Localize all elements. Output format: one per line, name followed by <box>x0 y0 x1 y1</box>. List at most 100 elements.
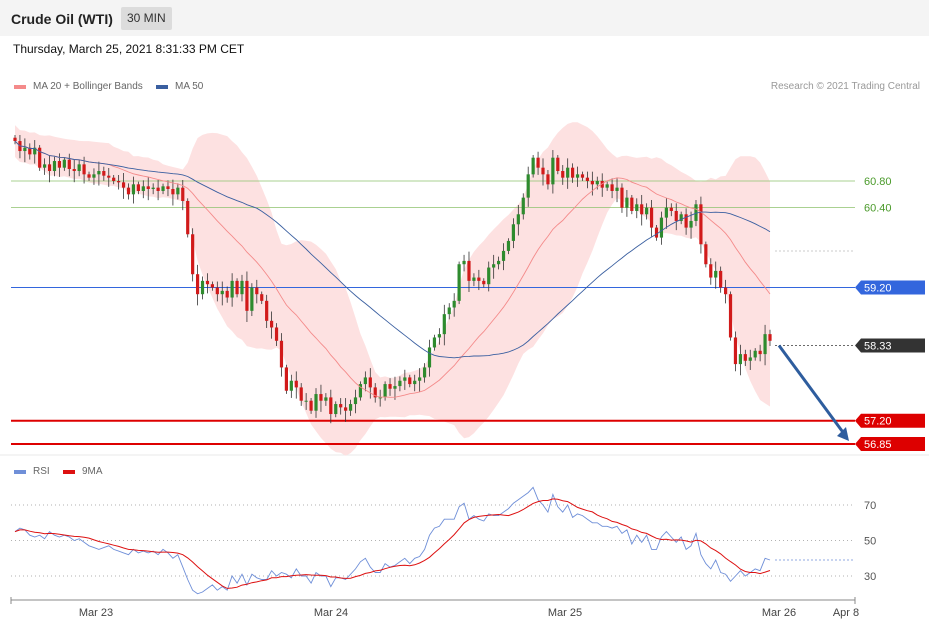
candle-body <box>649 207 654 228</box>
candle-body <box>501 250 506 261</box>
candle-body <box>339 404 343 408</box>
legend-rsi-label: RSI <box>33 466 50 477</box>
candle-body <box>640 204 644 215</box>
forecast-arrow <box>777 344 849 441</box>
level-tag-59.20 <box>855 280 925 295</box>
candle-body <box>748 357 752 361</box>
candle-body <box>654 227 659 238</box>
candle-body <box>615 187 619 191</box>
candle-body <box>112 177 116 181</box>
candle-body <box>97 171 101 175</box>
candle-body <box>373 387 377 398</box>
candle-body <box>156 187 160 191</box>
x-tick-label: Mar 24 <box>314 607 348 619</box>
candle-body <box>131 184 136 195</box>
candle-body <box>477 277 481 281</box>
candle-body <box>580 174 585 178</box>
rsi-tick-30: 30 <box>864 571 876 583</box>
candle-body <box>398 380 402 387</box>
legend-ma50: MA 50 <box>156 81 203 92</box>
candle-body <box>289 380 293 391</box>
candle-body <box>67 159 71 170</box>
candle-body <box>195 274 200 295</box>
candle-body <box>571 167 575 178</box>
candle-body <box>151 187 155 189</box>
candle-body <box>689 220 693 228</box>
candle-body <box>733 337 738 365</box>
candle-body <box>33 147 37 155</box>
legend-ma20: MA 20 + Bollinger Bands <box>14 81 143 92</box>
candle-body <box>358 384 363 398</box>
candle-body <box>704 244 708 265</box>
rsi-tick-50: 50 <box>864 536 876 548</box>
rsi-swatch <box>14 469 26 474</box>
candle-body <box>753 350 757 358</box>
candle-body <box>309 400 313 411</box>
candle-body <box>590 181 594 185</box>
forecast-arrow-head <box>837 427 849 441</box>
candle-body <box>452 300 456 308</box>
rsi-panel: 30 50 70 <box>11 486 876 595</box>
candle-body <box>610 184 614 191</box>
candle-body <box>265 300 269 321</box>
candle-body <box>694 204 698 221</box>
candle-body <box>344 407 348 411</box>
candle-body <box>240 280 244 295</box>
legend-9ma-label: 9MA <box>82 466 103 477</box>
candle-body <box>585 177 590 181</box>
rsi-tick-70: 70 <box>864 500 876 512</box>
candle-body <box>161 186 165 191</box>
candle-body <box>472 277 476 281</box>
candle-body <box>368 377 372 388</box>
candle-body <box>422 367 427 378</box>
candle-body <box>245 280 249 311</box>
header-bar: Crude Oil (WTI) 30 MIN <box>0 0 929 36</box>
candle-body <box>393 386 397 389</box>
candle-body <box>551 157 555 185</box>
ma50-swatch <box>156 84 168 89</box>
candle-body <box>462 260 466 265</box>
candle-body <box>304 400 308 402</box>
candle-body <box>506 240 511 251</box>
candle-body <box>496 260 501 265</box>
ma20-swatch <box>14 84 26 89</box>
candle-body <box>126 187 131 195</box>
candle-body <box>72 169 76 172</box>
rsi-line <box>14 486 771 595</box>
level-label-58.33: 58.33 <box>864 340 892 352</box>
candle-body <box>645 207 649 215</box>
timeframe-button[interactable]: 30 MIN <box>121 7 172 30</box>
candle-body <box>487 267 491 285</box>
candle-body <box>575 174 580 178</box>
candle-body <box>709 264 713 278</box>
candle-body <box>87 174 91 178</box>
candle-body <box>664 207 668 218</box>
candle-body <box>625 197 629 208</box>
x-tick-label: Mar 26 <box>762 607 796 619</box>
candle-body <box>102 171 106 176</box>
candle-body <box>699 204 703 245</box>
candle-body <box>408 377 412 385</box>
candle-body <box>220 290 224 295</box>
level-tag-56.85 <box>855 437 925 451</box>
chart-title: Crude Oil (WTI) <box>11 11 113 27</box>
level-tag-57.20 <box>855 413 925 428</box>
candle-body <box>47 164 52 172</box>
candle-body <box>260 294 264 301</box>
candle-body <box>457 264 461 301</box>
candle-body <box>378 397 382 399</box>
candle-body <box>521 197 525 215</box>
candle-body <box>77 164 81 172</box>
candle-body <box>225 290 229 298</box>
candle-body <box>738 354 742 365</box>
level-label-60.40: 60.40 <box>864 203 892 215</box>
candle-body <box>38 147 42 168</box>
datetime-label: Thursday, March 25, 2021 8:31:33 PM CET <box>13 42 245 56</box>
candle-body <box>758 350 762 355</box>
candle-body <box>403 377 407 381</box>
candle-body <box>526 174 530 198</box>
candle-body <box>674 210 678 221</box>
candle-body <box>181 187 185 201</box>
candle-body <box>492 264 496 268</box>
